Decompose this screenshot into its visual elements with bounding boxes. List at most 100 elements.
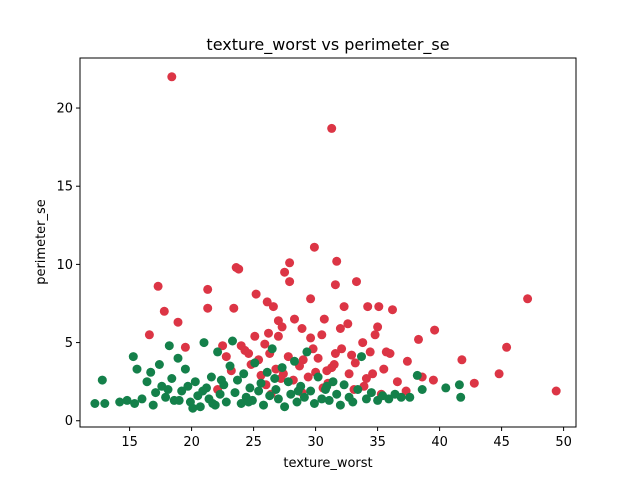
data-point-s0-52 — [330, 349, 340, 358]
data-point-s0-43 — [358, 338, 368, 348]
data-point-s1-53 — [271, 385, 281, 394]
data-point-s1-91 — [174, 395, 184, 405]
data-point-s0-70 — [494, 369, 504, 379]
data-point-s1-25 — [190, 377, 200, 387]
data-point-s1-95 — [270, 374, 280, 383]
data-point-s0-55 — [221, 352, 231, 362]
data-point-s0-46 — [180, 342, 190, 352]
data-point-s1-44 — [245, 383, 255, 393]
data-point-s1-9 — [142, 377, 152, 387]
data-point-s1-60 — [292, 397, 302, 407]
data-point-s1-12 — [151, 388, 161, 398]
x-axis-ticks: 15 20 25 30 35 40 45 50 — [121, 427, 572, 450]
data-point-s1-46 — [250, 358, 260, 368]
data-point-s0-69 — [379, 364, 389, 374]
y-tick-label: 15 — [56, 180, 73, 195]
plot-frame — [79, 57, 577, 428]
y-axis-ticks: 0 5 10 15 20 — [56, 102, 80, 429]
data-point-s0-74 — [303, 372, 313, 382]
data-point-s0-93 — [240, 345, 250, 355]
data-point-s1-21 — [180, 364, 190, 374]
data-point-s1-77 — [357, 352, 366, 362]
data-point-s1-2 — [100, 399, 110, 408]
data-point-s0-11 — [203, 284, 213, 294]
data-point-s1-8 — [137, 394, 147, 404]
data-point-s0-42 — [414, 334, 423, 344]
data-point-s0-8 — [352, 277, 361, 287]
data-point-s1-69 — [324, 395, 334, 405]
data-point-s1-31 — [206, 372, 216, 382]
data-point-s1-17 — [167, 374, 177, 383]
data-point-s0-17 — [363, 302, 373, 312]
data-point-s1-96 — [293, 386, 303, 396]
data-point-s0-6 — [234, 264, 244, 274]
data-point-s0-37 — [370, 330, 380, 340]
data-point-s0-79 — [392, 377, 402, 387]
data-point-s0-84 — [428, 375, 438, 385]
data-point-s0-59 — [457, 355, 467, 365]
y-tick-label: 20 — [56, 102, 73, 117]
data-point-s1-89 — [454, 380, 464, 390]
data-point-s1-50 — [262, 367, 272, 377]
data-point-s1-11 — [148, 400, 158, 410]
data-point-s0-30 — [343, 319, 353, 329]
data-point-s1-3 — [115, 397, 125, 407]
data-point-s1-84 — [396, 392, 406, 402]
data-point-s0-97 — [260, 339, 270, 349]
data-point-s0-96 — [347, 350, 357, 360]
data-point-s0-95 — [276, 374, 286, 383]
data-point-s0-34 — [335, 324, 345, 333]
data-point-s1-82 — [384, 394, 394, 404]
data-point-s1-85 — [405, 392, 415, 402]
data-point-s0-50 — [502, 342, 512, 352]
data-point-s1-58 — [286, 389, 296, 399]
data-point-s1-27 — [195, 402, 205, 412]
data-point-s1-42 — [239, 369, 249, 379]
x-axis-label: texture_worst — [283, 456, 372, 471]
data-point-s1-90 — [456, 392, 466, 402]
data-point-s0-78 — [469, 378, 479, 388]
data-point-s1-65 — [309, 399, 319, 408]
x-tick-label: 50 — [555, 435, 572, 450]
data-point-s1-79 — [366, 388, 376, 398]
data-point-s0-20 — [229, 303, 239, 313]
data-point-s0-18 — [374, 302, 384, 312]
data-point-s1-24 — [188, 403, 198, 413]
data-point-s0-61 — [350, 358, 360, 368]
data-point-s0-32 — [297, 324, 307, 333]
data-point-s0-22 — [523, 294, 533, 304]
data-point-s1-22 — [183, 381, 193, 391]
data-point-s0-21 — [388, 305, 397, 315]
data-point-s1-52 — [267, 344, 277, 354]
data-point-s1-16 — [164, 341, 174, 351]
data-point-s0-29 — [173, 317, 183, 327]
data-point-s1-59 — [290, 356, 299, 366]
chart-title: texture_worst vs perimeter_se — [206, 35, 449, 55]
data-point-s0-54 — [313, 353, 323, 363]
data-point-s1-71 — [332, 389, 342, 399]
data-point-s1-51 — [265, 391, 275, 401]
x-tick-label: 40 — [431, 435, 448, 450]
data-point-s1-36 — [221, 397, 231, 407]
data-point-s0-51 — [283, 352, 293, 362]
data-point-s1-10 — [146, 367, 156, 377]
data-point-s1-13 — [154, 360, 164, 369]
data-point-s1-94 — [244, 397, 254, 407]
y-tick-label: 0 — [65, 414, 73, 429]
data-point-s1-63 — [302, 347, 312, 357]
data-point-s1-66 — [313, 372, 323, 382]
data-point-s0-27 — [319, 314, 329, 324]
data-point-s1-70 — [328, 377, 338, 387]
data-point-s1-97 — [322, 381, 332, 391]
data-point-s0-12 — [251, 289, 261, 299]
data-point-s0-36 — [317, 330, 327, 340]
data-point-s1-62 — [299, 392, 309, 402]
data-point-s0-40 — [273, 331, 283, 341]
data-point-s1-37 — [225, 361, 235, 371]
data-point-s0-16 — [268, 302, 278, 312]
data-point-s1-78 — [361, 394, 371, 404]
data-point-s0-58 — [385, 349, 395, 358]
y-tick-label: 5 — [65, 336, 73, 351]
